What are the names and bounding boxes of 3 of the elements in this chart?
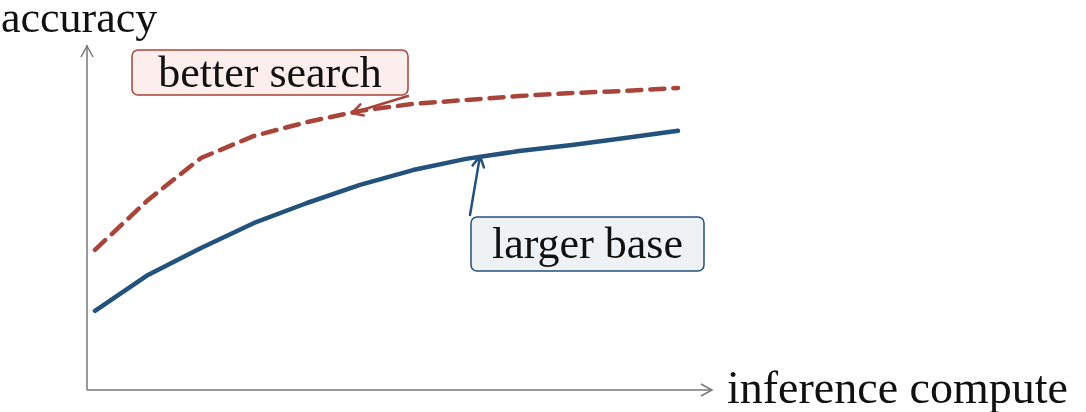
y-axis-title: accuracy xyxy=(1,0,158,42)
annotation: larger base xyxy=(492,219,683,268)
annotation: better search xyxy=(158,47,382,97)
